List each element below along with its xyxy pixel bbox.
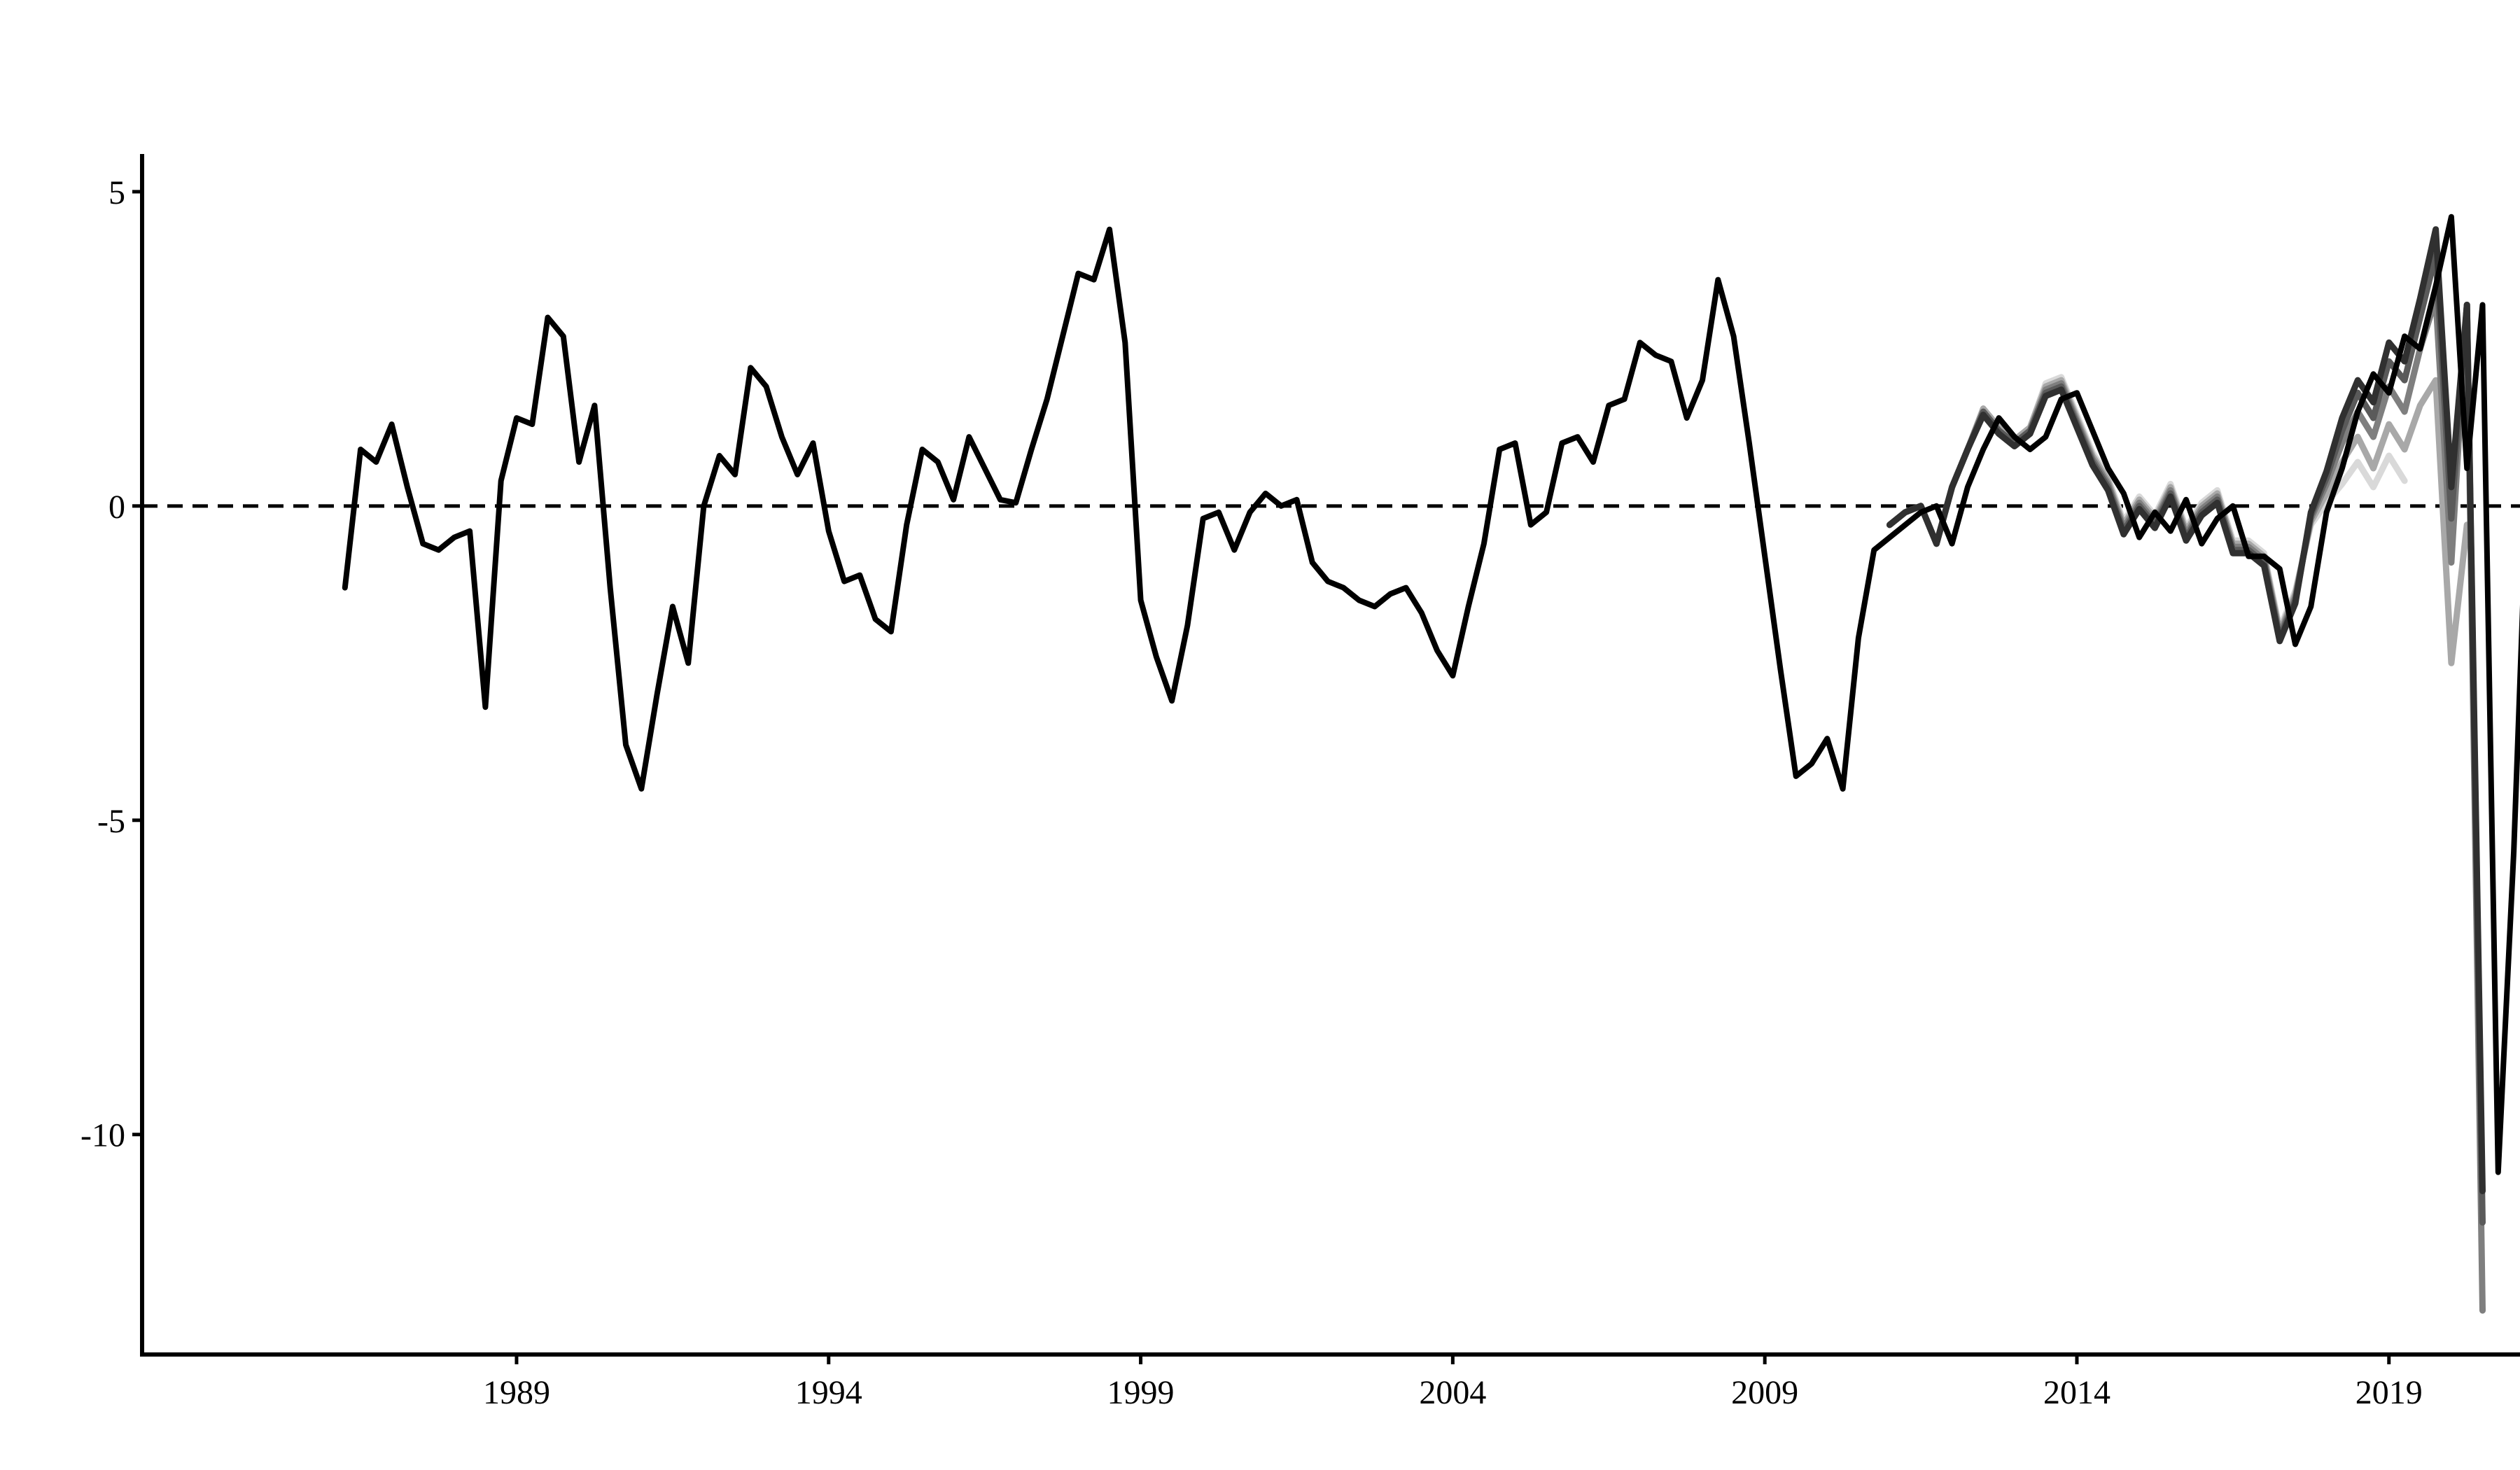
series-line-main: [342, 214, 2520, 1175]
x-tick-label: 2019: [2356, 1374, 2423, 1411]
x-tick-label: 1989: [483, 1374, 550, 1411]
y-tick-label: 5: [108, 174, 125, 211]
y-tick-label: -5: [97, 803, 125, 840]
x-tick-label: 1999: [1107, 1374, 1175, 1411]
x-tick-label: 2014: [2043, 1374, 2110, 1411]
x-tick-label: 2009: [1731, 1374, 1798, 1411]
y-tick-label: -10: [80, 1117, 125, 1154]
x-tick-label: 1994: [795, 1374, 862, 1411]
y-tick-label: 0: [108, 489, 125, 526]
x-tick-label: 2004: [1419, 1374, 1486, 1411]
series-line-vintage-1: [1886, 226, 2486, 1194]
